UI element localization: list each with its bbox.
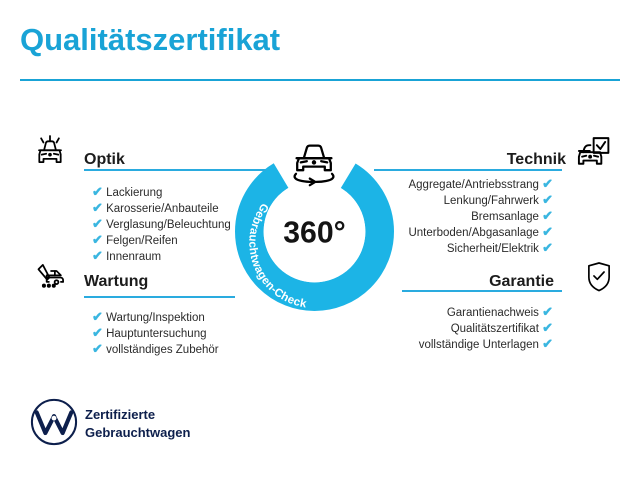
- svg-text:360°: 360°: [283, 217, 345, 250]
